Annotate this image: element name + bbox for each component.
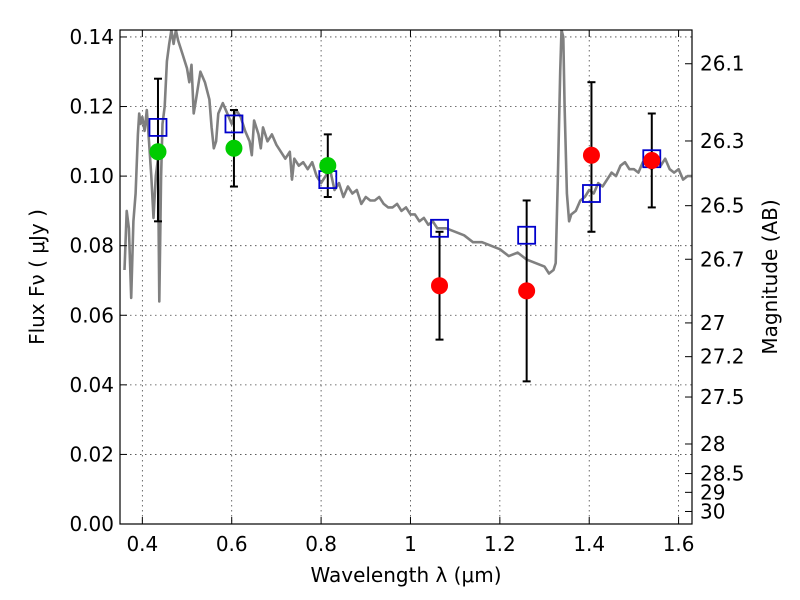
- markers: [148, 114, 662, 300]
- grid: [120, 30, 692, 525]
- model-spectrum-line: [123, 30, 692, 303]
- x-tick-label: 0.4: [126, 532, 158, 556]
- y-tick-label: 0.10: [69, 164, 114, 188]
- x-tick-label: 0.6: [216, 532, 248, 556]
- right-tick-label: 29: [700, 480, 725, 504]
- model-flux-square: [224, 114, 244, 134]
- axes: 0.4 0.6 0.8 1 1.2 1.4 1.6 0.00 0.02 0.04 0.06 0.08 0…: [69, 25, 744, 556]
- x-tick-label: 1.2: [484, 532, 516, 556]
- right-tick-label: 26.7: [700, 247, 745, 271]
- observed-flux-point: [319, 157, 337, 175]
- x-tick-label: 1: [404, 532, 417, 556]
- right-tick-label: 26.5: [700, 194, 745, 218]
- right-tick-label: 26.1: [700, 52, 745, 76]
- y-axis-label: Flux Fν ( μJy ): [25, 209, 49, 345]
- model-flux-square: [430, 218, 449, 238]
- observed-flux-point: [643, 151, 661, 169]
- right-tick-label: 30: [700, 499, 725, 523]
- x-tick-label: 0.8: [305, 532, 337, 556]
- y-tick-label: 0.04: [69, 373, 114, 397]
- y-tick-label: 0.12: [69, 95, 114, 119]
- y-tick-label: 0.02: [69, 442, 114, 466]
- x-tick-label: 1.6: [663, 532, 695, 556]
- plot-area: [123, 30, 692, 303]
- y-axis-label-right: Magnitude (AB): [758, 199, 782, 354]
- right-tick-label: 27: [700, 311, 725, 335]
- right-tick-label: 28.5: [700, 462, 745, 486]
- observed-flux-point: [149, 143, 167, 161]
- model-flux-square: [517, 225, 537, 245]
- right-tick-label: 28: [700, 432, 725, 456]
- plot-frame: [119, 29, 693, 525]
- model-flux-square: [148, 118, 168, 137]
- observed-flux-point: [431, 277, 449, 295]
- x-axis-label: Wavelength λ (μm): [310, 563, 501, 587]
- observed-flux-point: [582, 146, 600, 164]
- right-tick-label: 27.2: [700, 345, 745, 369]
- observed-flux-point: [518, 282, 536, 300]
- model-flux-square: [582, 184, 601, 203]
- y-tick-label: 0.06: [69, 303, 114, 327]
- y-tick-label: 0.00: [69, 512, 114, 536]
- right-tick-label: 26.3: [700, 129, 745, 153]
- error-bars: [153, 77, 656, 383]
- y-tick-label: 0.14: [69, 25, 114, 49]
- right-tick-label: 27.5: [700, 385, 745, 409]
- x-tick-label: 1.4: [573, 532, 605, 556]
- y-tick-label: 0.08: [69, 234, 114, 258]
- observed-flux-point: [225, 139, 243, 157]
